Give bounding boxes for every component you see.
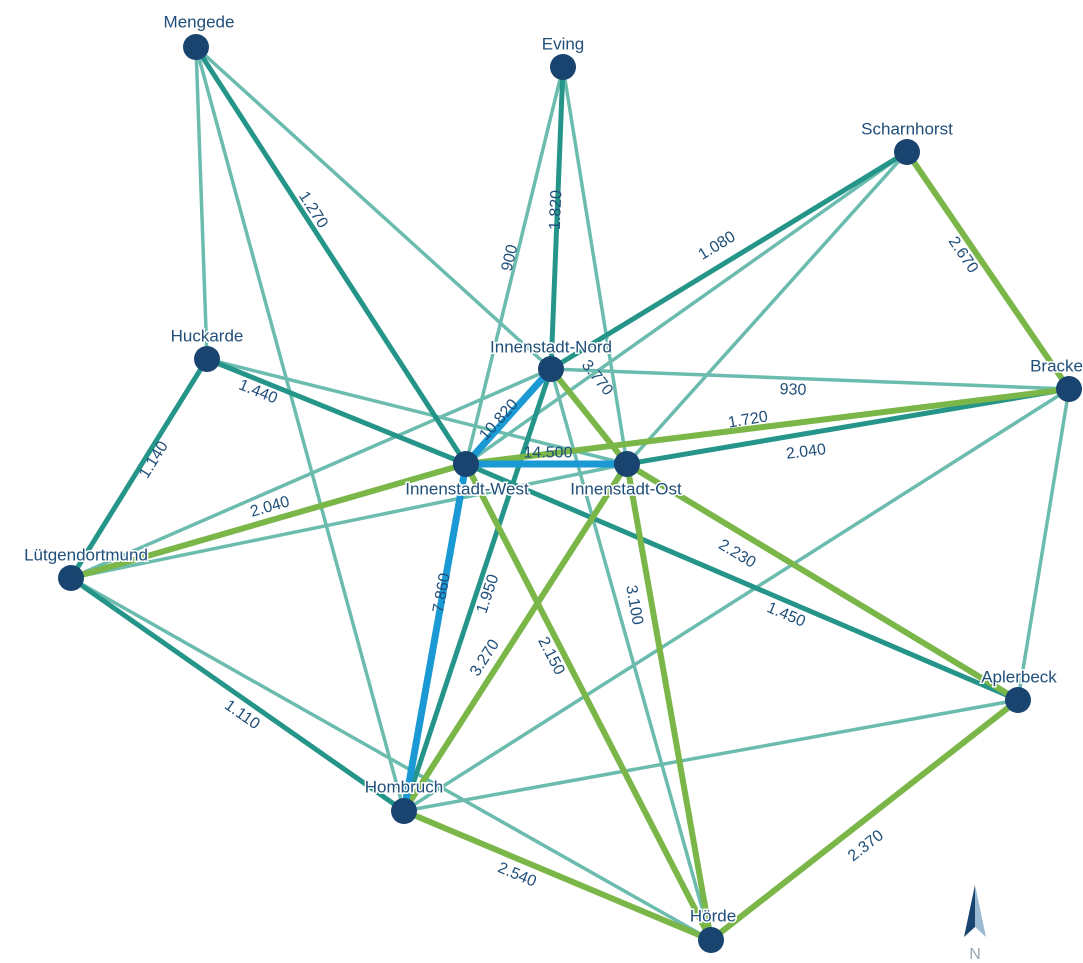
edge-layer (68, 44, 1072, 943)
node-hombruch (391, 798, 417, 824)
edge-bracke-aplerbeck (1016, 387, 1071, 702)
edge-ost-aplerbeck (624, 461, 1021, 703)
edge-label-eving-nord: 1.820 (547, 190, 566, 231)
edge-hombruch-west (400, 460, 470, 815)
node-label-hombruch: Hombruch (365, 778, 443, 797)
north-label: N (969, 946, 981, 963)
edge-label-ost-bracke: 1.720 (727, 408, 769, 431)
edge-mengede-west (193, 44, 469, 467)
edge-west-aplerbeck (463, 461, 1021, 703)
edge-huckarde-ost (205, 357, 629, 466)
node-label-west: Innenstadt-West (405, 480, 529, 499)
node-hoerde (698, 927, 724, 953)
edge-label-west-ost: 14.500 (524, 445, 573, 462)
node-scharnhorst (894, 139, 920, 165)
edge-huckarde-luetgen (68, 356, 210, 581)
edge-scharnhorst-ost (625, 150, 909, 466)
edge-eving-nord (548, 64, 566, 372)
edge-west-hoerde (463, 461, 714, 943)
edge-mengede-huckarde (194, 45, 209, 361)
edge-ost-hoerde (624, 461, 714, 943)
edge-nord-bracke (549, 367, 1071, 391)
edge-mengede-hombruch (194, 45, 406, 813)
node-label-mengede: Mengede (164, 13, 235, 32)
edge-scharnhorst-bracke (904, 149, 1072, 392)
edge-hombruch-nord (401, 366, 554, 814)
node-luetgen (58, 565, 84, 591)
edge-scharnhorst-west (464, 150, 909, 466)
node-label-hoerde: Hörde (690, 907, 736, 926)
node-label-luetgen: Lütgendortmund (24, 546, 148, 565)
edge-label-hombruch-ost: 3.270 (467, 636, 503, 679)
edge-aplerbeck-hombruch (402, 698, 1020, 813)
north-arrow: N (964, 885, 986, 963)
edge-hombruch-hoerde (401, 808, 714, 943)
node-label-bracke: Bracke (1030, 357, 1083, 376)
edge-ost-luetgen (69, 462, 629, 580)
node-label-eving: Eving (542, 35, 585, 54)
edge-mengede-nord (194, 45, 553, 371)
edge-label-luetgen-hombruch: 1.110 (221, 697, 263, 733)
edge-west-nord (462, 365, 555, 468)
node-label-nord: Innenstadt-Nord (490, 338, 612, 357)
edge-label-hombruch-west: 7.860 (430, 572, 454, 615)
node-west (453, 451, 479, 477)
node-eving (550, 54, 576, 80)
north-arrow-icon (964, 885, 975, 937)
edge-scharnhorst-nord (548, 149, 910, 372)
node-label-huckarde: Huckarde (171, 327, 244, 346)
edge-west-bracke (463, 386, 1072, 467)
node-label-aplerbeck: Aplerbeck (981, 668, 1057, 687)
node-ost (614, 451, 640, 477)
node-nord (538, 356, 564, 382)
edge-luetgen-hoerde (69, 576, 713, 942)
node-huckarde (194, 346, 220, 372)
edge-label-nord-bracke: 930 (779, 381, 806, 399)
edge-label-west-bracke: 2.040 (785, 441, 827, 463)
node-layer (58, 34, 1082, 953)
edge-eving-ost (561, 65, 629, 466)
edge-hombruch-ost (401, 461, 630, 814)
edge-luetgen-west (68, 461, 469, 581)
edge-label-ost-hoerde: 3.100 (622, 584, 646, 626)
edge-ost-bracke (624, 386, 1072, 467)
edge-nord-luetgen (69, 367, 553, 580)
node-label-layer: Mengede Eving Scharnhorst Huckarde Innenstad… (23, 11, 1083, 927)
node-bracke (1056, 376, 1082, 402)
edge-huckarde-west (204, 356, 469, 467)
edge-bracke-hombruch (402, 387, 1071, 813)
edge-aplerbeck-hoerde (708, 697, 1021, 943)
north-arrow-light-half (975, 885, 986, 937)
node-aplerbeck (1005, 687, 1031, 713)
node-label-ost: Innenstadt-Ost (570, 480, 682, 499)
edge-label-west-aplerbeck: 1.450 (764, 599, 808, 630)
node-mengede (183, 34, 209, 60)
edge-luetgen-hombruch (68, 575, 407, 814)
edge-label-eving-west: 900 (499, 243, 522, 273)
node-label-scharnhorst: Scharnhorst (861, 120, 953, 139)
